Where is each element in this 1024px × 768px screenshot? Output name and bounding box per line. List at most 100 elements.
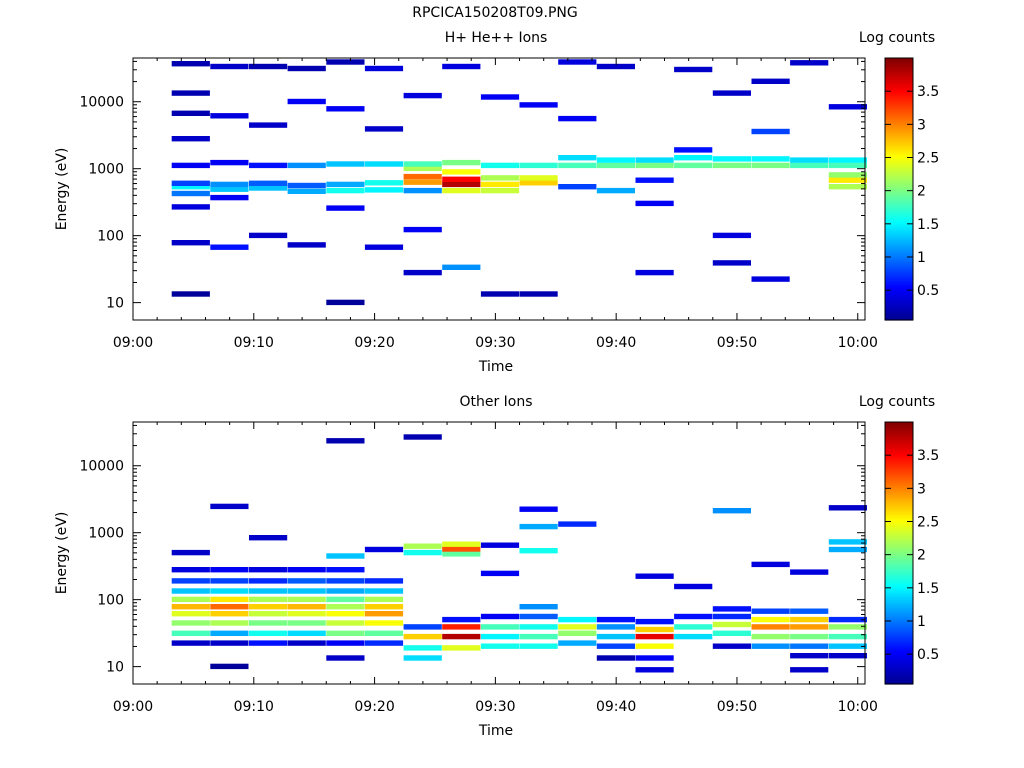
colorbar-swatch bbox=[885, 504, 913, 508]
heatmap-cell bbox=[596, 633, 635, 640]
heatmap-cell bbox=[249, 567, 288, 573]
heatmap-cell bbox=[828, 505, 867, 511]
heatmap-cell bbox=[326, 655, 365, 661]
colorbar-swatch bbox=[885, 500, 913, 504]
colorbar-swatch bbox=[885, 178, 913, 181]
colorbar-swatch bbox=[885, 293, 913, 297]
heatmap-cell bbox=[519, 613, 558, 620]
colorbar-swatch bbox=[885, 467, 913, 471]
colorbar-swatch bbox=[885, 679, 913, 683]
colorbar-swatch bbox=[885, 280, 913, 284]
heatmap-cell bbox=[403, 226, 442, 233]
colorbar-swatch bbox=[885, 75, 913, 79]
colorbar-swatch bbox=[885, 123, 913, 127]
heatmap-cell bbox=[480, 94, 520, 100]
colorbar-swatch bbox=[885, 526, 913, 530]
colorbar-swatch bbox=[885, 306, 913, 310]
colorbar-swatch bbox=[885, 206, 913, 210]
x-tick-label: 09:30 bbox=[475, 699, 515, 715]
heatmap-cell bbox=[751, 633, 790, 640]
colorbar-swatch bbox=[885, 92, 913, 96]
colorbar-swatch bbox=[885, 454, 913, 458]
heatmap-cell bbox=[287, 578, 326, 584]
colorbar-swatch bbox=[885, 114, 913, 118]
heatmap-cell bbox=[790, 162, 829, 169]
heatmap-cell bbox=[558, 640, 597, 646]
heatmap-cell bbox=[519, 506, 558, 512]
heatmap-cell bbox=[210, 186, 249, 192]
heatmap-cell bbox=[442, 181, 481, 188]
heatmap-cell bbox=[442, 551, 481, 557]
heatmap-cell bbox=[519, 523, 558, 530]
colorbar-swatch bbox=[885, 555, 913, 558]
heatmap-cell bbox=[287, 620, 326, 626]
heatmap-cell bbox=[442, 63, 481, 70]
colorbar-swatch bbox=[885, 193, 913, 197]
colorbar-swatch bbox=[885, 79, 913, 83]
colorbar-swatch bbox=[885, 140, 913, 144]
heatmap-cell bbox=[249, 180, 288, 186]
colorbar-swatch bbox=[885, 263, 913, 267]
heatmap-cell bbox=[171, 630, 210, 636]
heatmap-cell bbox=[635, 177, 674, 183]
colorbar-swatch bbox=[885, 254, 913, 258]
colorbar-swatch bbox=[885, 515, 913, 519]
heatmap-cell bbox=[171, 291, 210, 297]
colorbar-swatch bbox=[885, 568, 913, 572]
colorbar-swatch bbox=[885, 291, 913, 295]
colorbar-swatch bbox=[885, 154, 913, 157]
colorbar-swatch bbox=[885, 664, 913, 668]
colorbar-swatch bbox=[885, 424, 913, 427]
colorbar-swatch bbox=[885, 581, 913, 585]
heatmap-cell bbox=[210, 63, 249, 70]
colorbar-swatch bbox=[885, 629, 913, 633]
heatmap-cell bbox=[364, 126, 404, 132]
colorbar-swatch bbox=[885, 443, 913, 447]
colorbar-swatch bbox=[885, 143, 913, 146]
colorbar-swatch bbox=[885, 483, 913, 486]
heatmap-cell bbox=[635, 667, 674, 673]
heatmap-cell bbox=[480, 633, 520, 640]
heatmap-cell bbox=[790, 653, 829, 659]
colorbar-swatch bbox=[885, 88, 913, 92]
heatmap-cell bbox=[751, 616, 790, 623]
colorbar-swatch bbox=[885, 66, 913, 70]
heatmap-cell bbox=[249, 122, 288, 128]
colorbar-swatch bbox=[885, 132, 913, 136]
colorbar-swatch bbox=[885, 317, 913, 321]
colorbar-swatch bbox=[885, 289, 913, 293]
heatmap-cell bbox=[751, 78, 790, 84]
heatmap-cell bbox=[558, 155, 597, 161]
colorbar-swatch bbox=[885, 430, 913, 434]
heatmap-cell bbox=[171, 611, 210, 617]
colorbar-swatch bbox=[885, 149, 913, 153]
heatmap-cell bbox=[364, 546, 404, 553]
heatmap-cell bbox=[210, 611, 249, 617]
colorbar-swatch bbox=[885, 184, 913, 188]
heatmap-cell bbox=[558, 115, 597, 122]
colorbar-swatch bbox=[885, 633, 913, 637]
colorbar-tick-label: 1.5 bbox=[917, 217, 939, 233]
heatmap-cell bbox=[364, 187, 404, 193]
heatmap-cell bbox=[326, 588, 365, 594]
colorbar-swatch bbox=[885, 195, 913, 199]
y-tick-label: 10 bbox=[106, 660, 124, 676]
heatmap-cell bbox=[210, 244, 249, 250]
colorbar-swatch bbox=[885, 673, 913, 676]
colorbar-swatch bbox=[885, 60, 913, 63]
heatmap-cell bbox=[171, 588, 210, 594]
colorbar-label: Log counts bbox=[859, 30, 935, 46]
heatmap-cell bbox=[751, 608, 790, 614]
x-axis-label: Time bbox=[478, 359, 513, 375]
heatmap-cell bbox=[364, 620, 404, 626]
colorbar-swatch bbox=[885, 642, 913, 646]
colorbar-swatch bbox=[885, 71, 913, 74]
heatmap-cell bbox=[674, 155, 713, 161]
heatmap-cell bbox=[326, 187, 365, 194]
colorbar-swatch bbox=[885, 487, 913, 491]
colorbar-swatch bbox=[885, 437, 913, 441]
x-tick-label: 09:40 bbox=[596, 699, 636, 715]
colorbar-swatch bbox=[885, 598, 913, 602]
colorbar-swatch bbox=[885, 518, 913, 521]
heatmap-cell bbox=[210, 588, 249, 594]
